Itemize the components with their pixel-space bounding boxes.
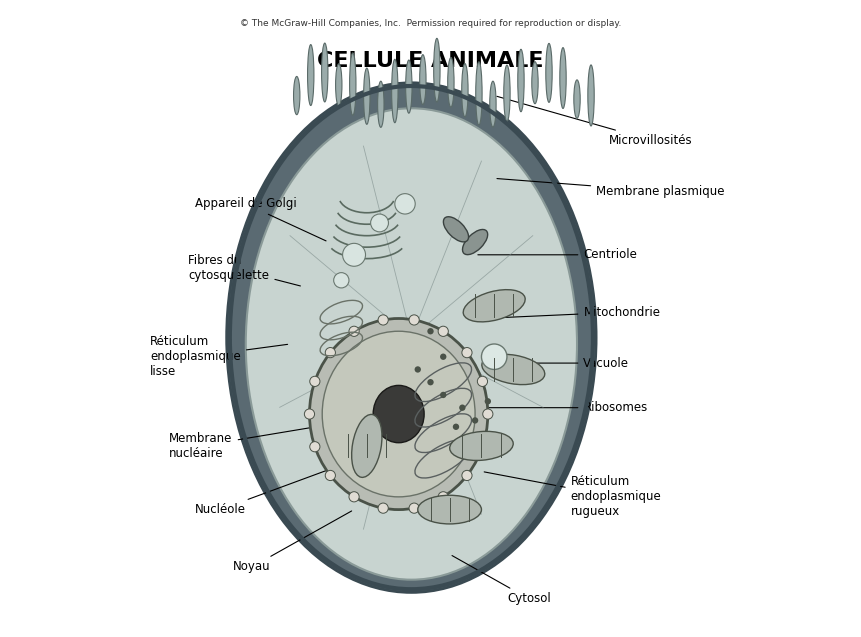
Ellipse shape [490,81,496,127]
Circle shape [427,328,434,334]
Text: Microvillosités: Microvillosités [497,96,692,147]
Circle shape [334,273,349,288]
Circle shape [477,441,487,452]
Circle shape [305,409,314,419]
Circle shape [438,492,449,502]
Ellipse shape [461,64,468,117]
Ellipse shape [309,318,488,510]
Circle shape [427,379,434,385]
Text: Cytosol: Cytosol [452,555,551,605]
Ellipse shape [336,64,342,106]
Ellipse shape [504,65,510,122]
Ellipse shape [482,354,545,385]
Circle shape [349,326,359,336]
Circle shape [378,503,388,513]
Text: Fibres du
cytosquelette: Fibres du cytosquelette [189,254,300,286]
Ellipse shape [546,43,552,103]
Text: Vacuole: Vacuole [497,357,629,369]
Circle shape [325,348,336,358]
Circle shape [310,376,320,387]
Ellipse shape [517,49,524,111]
Circle shape [370,214,388,232]
Ellipse shape [476,62,482,125]
Circle shape [483,409,493,419]
Ellipse shape [373,385,424,443]
Circle shape [440,392,446,398]
Ellipse shape [462,229,487,255]
Ellipse shape [294,76,300,115]
Circle shape [461,348,472,358]
Text: Membrane plasmique: Membrane plasmique [497,178,725,197]
Circle shape [440,354,446,360]
Ellipse shape [463,290,525,322]
Ellipse shape [481,344,507,369]
Text: Réticulum
endoplasmique
rugueux: Réticulum endoplasmique rugueux [484,472,661,519]
Ellipse shape [588,65,594,126]
Ellipse shape [443,217,468,242]
Ellipse shape [321,43,328,102]
Circle shape [485,398,491,404]
Circle shape [415,366,421,373]
Circle shape [453,424,459,430]
Circle shape [438,326,449,336]
Ellipse shape [419,55,426,104]
Text: Mitochondrie: Mitochondrie [484,306,660,318]
Ellipse shape [449,431,513,461]
Text: Ribosomes: Ribosomes [472,401,647,414]
Circle shape [343,243,366,266]
Ellipse shape [448,57,454,107]
Text: © The McGraw-Hill Companies, Inc.  Permission required for reproduction or displ: © The McGraw-Hill Companies, Inc. Permis… [240,19,621,28]
Ellipse shape [418,496,481,524]
Ellipse shape [245,108,577,580]
Text: Réticulum
endoplasmique
lisse: Réticulum endoplasmique lisse [150,335,288,378]
Ellipse shape [573,80,580,118]
Ellipse shape [392,59,398,123]
Ellipse shape [434,38,440,102]
Ellipse shape [350,53,356,115]
Circle shape [349,492,359,502]
Text: Membrane
nucléaire: Membrane nucléaire [170,427,313,460]
Circle shape [395,194,415,214]
Ellipse shape [226,83,596,592]
Ellipse shape [351,415,382,477]
Ellipse shape [560,48,567,108]
Text: CELLULE ANIMALE: CELLULE ANIMALE [317,51,544,71]
Ellipse shape [322,331,475,497]
Circle shape [472,417,478,424]
Circle shape [459,404,466,411]
Circle shape [477,376,487,387]
Circle shape [409,503,419,513]
Text: Appareil de Golgi: Appareil de Golgi [195,197,326,241]
Ellipse shape [532,62,538,104]
Text: Noyau: Noyau [233,511,351,573]
Ellipse shape [406,60,412,113]
Circle shape [325,470,336,480]
Text: Nucléole: Nucléole [195,466,338,516]
Circle shape [461,470,472,480]
Circle shape [310,441,320,452]
Circle shape [409,315,419,325]
Circle shape [378,315,388,325]
Ellipse shape [363,68,370,124]
Ellipse shape [307,45,314,106]
Ellipse shape [378,81,384,127]
Text: Centriole: Centriole [478,248,637,261]
